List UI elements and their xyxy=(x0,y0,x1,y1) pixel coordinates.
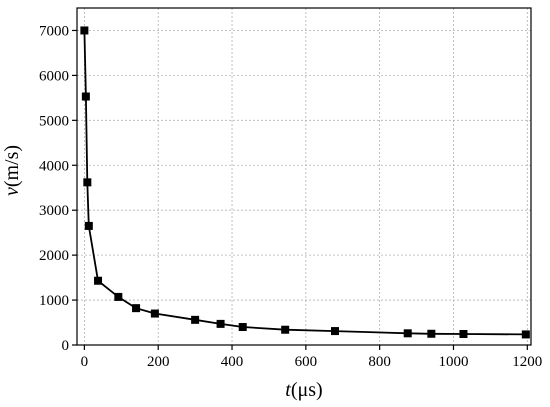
ticks xyxy=(72,29,528,350)
x-tick-label: 1200 xyxy=(512,354,542,370)
y-tick-label: 6000 xyxy=(39,68,69,84)
y-tick-label: 1000 xyxy=(39,293,69,309)
y-tick-label: 2000 xyxy=(39,248,69,264)
data-point-marker xyxy=(114,292,123,301)
data-point-marker xyxy=(132,304,141,313)
data-point-marker xyxy=(84,221,93,230)
data-point-marker xyxy=(80,26,89,35)
data-point-marker xyxy=(403,329,412,338)
x-tick-label: 0 xyxy=(81,354,89,370)
y-axis-label-rest: (m/s) xyxy=(1,145,23,187)
y-tick-label: 7000 xyxy=(39,23,69,39)
y-tick-label: 0 xyxy=(62,338,70,354)
x-tick-label: 400 xyxy=(221,354,244,370)
data-point-marker xyxy=(81,92,90,101)
y-tick-label: 3000 xyxy=(39,203,69,219)
plot-frame xyxy=(76,7,532,346)
data-point-marker xyxy=(521,330,530,339)
x-axis-label-italic: t xyxy=(285,379,291,401)
y-axis-label-italic: v xyxy=(1,187,23,196)
x-tick-label: 200 xyxy=(147,354,170,370)
x-axis-label-rest: (μs) xyxy=(291,379,323,401)
data-point-marker xyxy=(459,329,468,338)
data-point-marker xyxy=(191,315,200,324)
y-tick-label: 5000 xyxy=(39,113,69,129)
data-point-marker xyxy=(238,323,247,332)
data-point-marker xyxy=(281,325,290,334)
x-axis-label: t(μs) xyxy=(285,379,322,401)
data-point-marker xyxy=(427,329,436,338)
x-tick-label: 600 xyxy=(295,354,318,370)
data-point-marker xyxy=(150,309,159,318)
x-tick-label: 1000 xyxy=(438,354,468,370)
data-point-marker xyxy=(216,319,225,328)
series-line xyxy=(83,30,526,336)
markers xyxy=(80,26,530,339)
data-point-marker xyxy=(83,178,92,187)
data-point-marker xyxy=(331,327,340,336)
x-tick-label: 800 xyxy=(368,354,391,370)
y-axis-label: v(m/s) xyxy=(1,145,23,196)
grid xyxy=(77,8,531,345)
data-point-marker xyxy=(94,276,103,285)
y-tick-label: 4000 xyxy=(39,158,69,174)
tick-labels: 0 200 400 600 800 1000 1200 0 1000 2000 3000 4000 50… xyxy=(39,23,542,370)
